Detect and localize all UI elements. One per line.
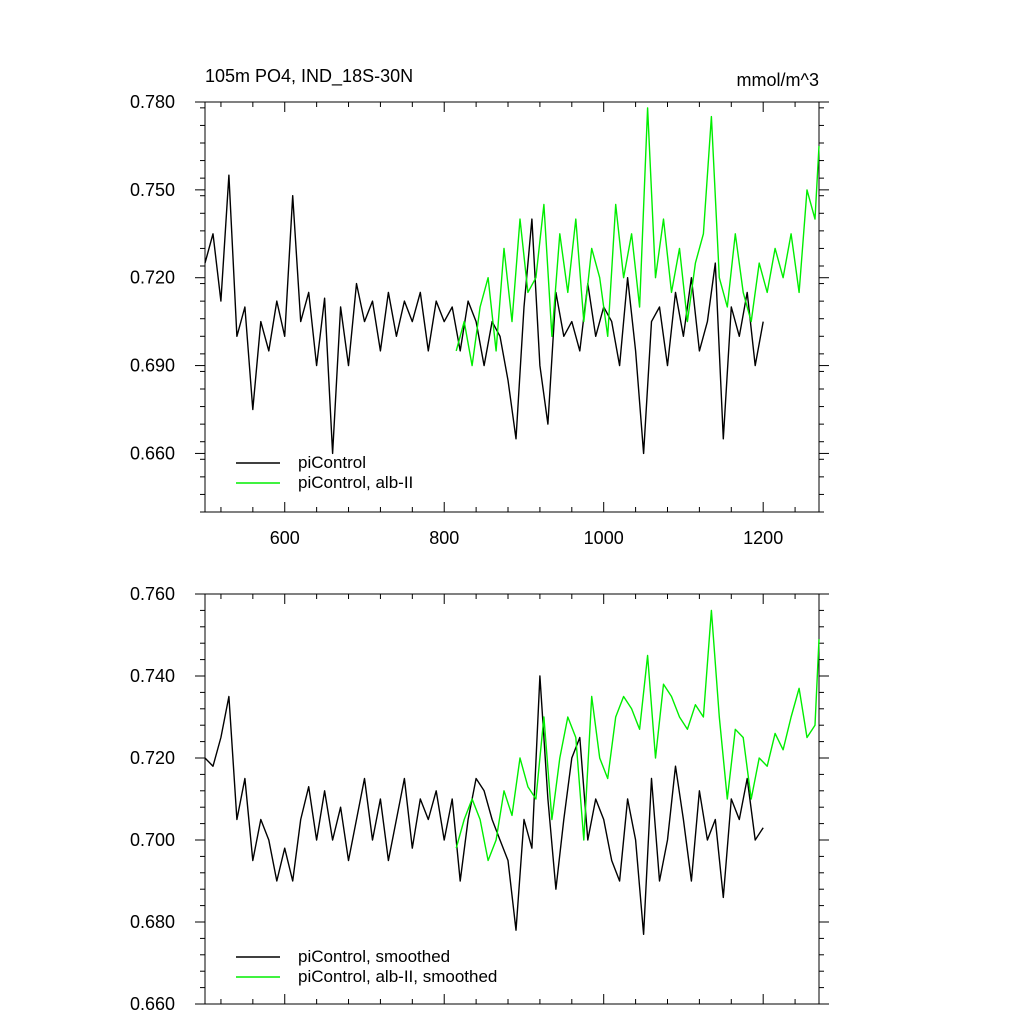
bottom-panel: 0.660 0.680 0.700 0.720 0.740 0.760 piControl… xyxy=(130,584,829,1014)
top-legend-label-0: piControl xyxy=(298,453,366,472)
bottom-series-line-1 xyxy=(455,609,820,862)
top-plot-frame xyxy=(204,101,820,513)
top-legend-label-1: piControl, alb-II xyxy=(298,473,413,492)
bottom-ticks-group: 0.660 0.680 0.700 0.720 0.740 0.760 xyxy=(130,584,829,1014)
top-ytick-label: 0.780 xyxy=(130,92,175,112)
bottom-plot-frame xyxy=(204,593,820,1005)
top-xtick-label: 1200 xyxy=(743,528,783,548)
top-series-line-0 xyxy=(204,174,764,455)
top-units-label: mmol/m^3 xyxy=(737,70,819,90)
bottom-ytick-label: 0.760 xyxy=(130,584,175,604)
bottom-series-line-0 xyxy=(204,675,764,935)
top-ytick-label: 0.720 xyxy=(130,268,175,288)
top-series-line-1 xyxy=(455,107,820,367)
bottom-legend-label-0: piControl, smoothed xyxy=(298,947,450,966)
bottom-ytick-label: 0.720 xyxy=(130,748,175,768)
bottom-ytick-label: 0.700 xyxy=(130,830,175,850)
bottom-ytick-label: 0.680 xyxy=(130,912,175,932)
bottom-ytick-label: 0.740 xyxy=(130,666,175,686)
bottom-legend-label-1: piControl, alb-II, smoothed xyxy=(298,967,497,986)
top-ytick-label: 0.690 xyxy=(130,356,175,376)
top-xtick-label: 600 xyxy=(270,528,300,548)
bottom-series-group xyxy=(204,609,820,935)
bottom-ytick-label: 0.660 xyxy=(130,994,175,1014)
top-ytick-label: 0.750 xyxy=(130,180,175,200)
top-chart-title: 105m PO4, IND_18S-30N xyxy=(205,66,413,87)
top-ytick-label: 0.660 xyxy=(130,443,175,463)
top-series-group xyxy=(204,107,820,455)
top-ticks-group: 600 800 1000 1200 0.660 0.690 0.720 0.750 0.780 xyxy=(130,92,829,548)
top-panel: 105m PO4, IND_18S-30N mmol/m^3 600 800 100… xyxy=(130,66,829,548)
top-xtick-label: 1000 xyxy=(584,528,624,548)
top-xtick-label: 800 xyxy=(429,528,459,548)
